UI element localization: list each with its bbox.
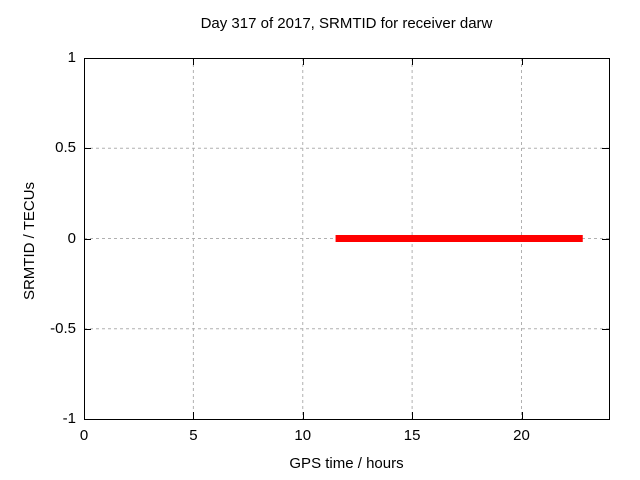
x-axis-label: GPS time / hours bbox=[289, 455, 404, 472]
y-tick-label: 0.5 bbox=[55, 139, 76, 157]
y-tick-label: 1 bbox=[67, 49, 76, 66]
x-tick-label: 15 bbox=[403, 427, 421, 444]
x-tick-label: 10 bbox=[294, 427, 312, 444]
x-tick-label: 5 bbox=[189, 427, 198, 444]
y-tick-label: 0 bbox=[67, 229, 76, 247]
y-tick-label: -0.5 bbox=[50, 319, 76, 337]
x-tick-label: 0 bbox=[79, 427, 89, 444]
x-tick-label: 20 bbox=[513, 427, 530, 444]
y-tick-label: -1 bbox=[62, 410, 76, 427]
chart-title: Day 317 of 2017, SRMTID for receiver dar… bbox=[200, 15, 493, 32]
